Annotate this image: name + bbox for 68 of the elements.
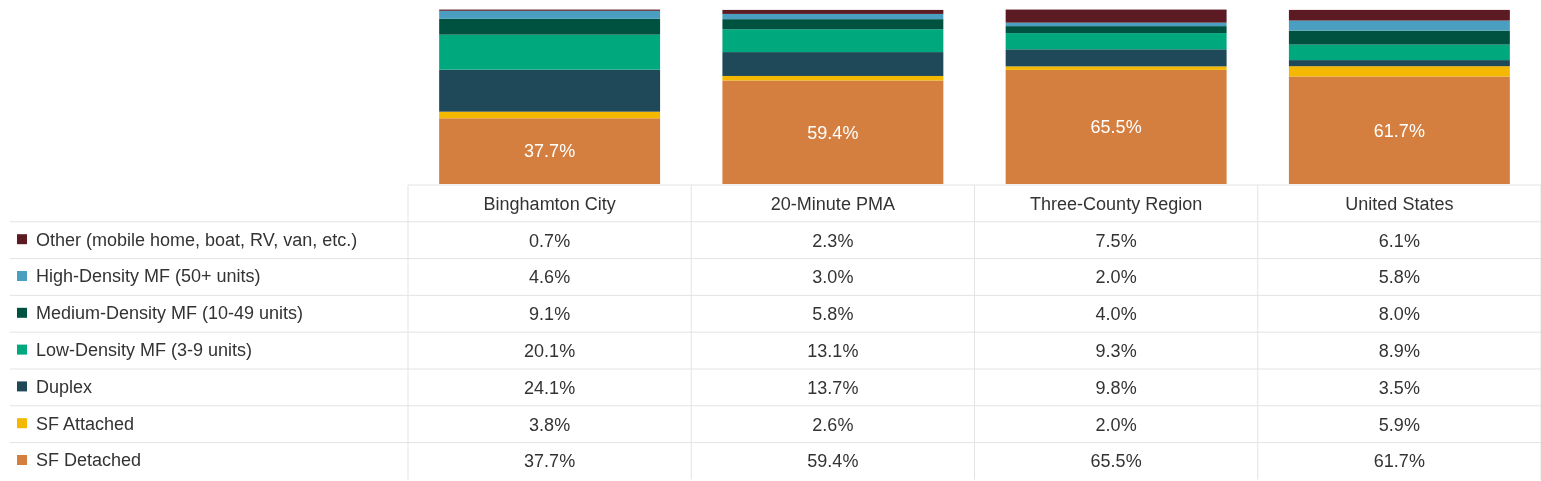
bar bbox=[722, 19, 944, 30]
bar bbox=[439, 69, 661, 112]
bar bbox=[439, 34, 661, 70]
data-label: 65.5% bbox=[1090, 451, 1142, 472]
data-label: 2.0% bbox=[1095, 267, 1137, 288]
bar bbox=[1005, 69, 1227, 184]
data-label: 5.9% bbox=[1378, 414, 1420, 435]
data-label: 6.1% bbox=[1378, 230, 1420, 251]
bar bbox=[1288, 44, 1510, 61]
data-label: 2.6% bbox=[812, 414, 854, 435]
data-label: 0.7% bbox=[529, 230, 571, 251]
bar bbox=[1005, 9, 1227, 23]
data-label: 37.7% bbox=[524, 451, 576, 472]
bar bbox=[1288, 60, 1510, 67]
bar bbox=[722, 13, 944, 20]
annotation: 59.4% bbox=[807, 122, 859, 143]
bar bbox=[1288, 9, 1510, 21]
data-label: 2.0% bbox=[1095, 414, 1137, 435]
bar bbox=[439, 18, 661, 35]
data-label: 8.0% bbox=[1378, 304, 1420, 325]
data-label: 9.3% bbox=[1095, 340, 1137, 361]
bar bbox=[1288, 20, 1510, 31]
bar bbox=[722, 29, 944, 53]
data-label: 24.1% bbox=[524, 377, 576, 398]
legend-label: SF Detached bbox=[36, 450, 142, 471]
data-label: 9.1% bbox=[529, 304, 571, 325]
data-label: 3.8% bbox=[529, 414, 571, 435]
legend-label: Low-Density MF (3-9 units) bbox=[36, 339, 253, 360]
bar bbox=[1005, 66, 1227, 70]
annotation: 37.7% bbox=[524, 141, 576, 162]
data-label: 4.6% bbox=[529, 267, 571, 288]
data-label: 5.8% bbox=[812, 304, 854, 325]
data-label: 13.7% bbox=[807, 377, 859, 398]
annotation: 61.7% bbox=[1373, 120, 1425, 141]
bar bbox=[439, 10, 661, 19]
data-label: 7.5% bbox=[1095, 230, 1137, 251]
bar bbox=[1005, 49, 1227, 67]
data-label: 3.0% bbox=[812, 267, 854, 288]
bar bbox=[1005, 33, 1227, 50]
data-label: 8.9% bbox=[1378, 340, 1420, 361]
bar bbox=[1288, 30, 1510, 45]
annotation: 65.5% bbox=[1090, 117, 1142, 138]
bar bbox=[1288, 76, 1510, 184]
data-label: 20.1% bbox=[524, 340, 576, 361]
data-label: 59.4% bbox=[807, 451, 859, 472]
x-tick-label: United States bbox=[1345, 193, 1454, 214]
bar bbox=[1288, 66, 1510, 77]
data-label: 5.8% bbox=[1378, 267, 1420, 288]
bar bbox=[722, 52, 944, 76]
data-label: 13.1% bbox=[807, 340, 859, 361]
x-tick-label: Three-County Region bbox=[1030, 193, 1203, 214]
bar bbox=[722, 80, 944, 184]
bar bbox=[1005, 26, 1227, 34]
legend-label: High-Density MF (50+ units) bbox=[36, 266, 261, 287]
legend-label: Duplex bbox=[36, 376, 93, 397]
x-tick-label: Binghamton City bbox=[483, 193, 616, 214]
x-tick-label: 20-Minute PMA bbox=[770, 193, 895, 214]
legend-label: SF Attached bbox=[36, 413, 135, 434]
data-label: 61.7% bbox=[1373, 451, 1425, 472]
data-label: 4.0% bbox=[1095, 304, 1137, 325]
bar bbox=[439, 118, 661, 184]
bar bbox=[439, 111, 661, 119]
legend-label: Other (mobile home, boat, RV, van, etc.) bbox=[36, 229, 358, 250]
data-label: 3.5% bbox=[1378, 377, 1420, 398]
bar bbox=[722, 9, 944, 14]
legend-label: Medium-Density MF (10-49 units) bbox=[36, 303, 304, 324]
data-label: 9.8% bbox=[1095, 377, 1137, 398]
data-label: 2.3% bbox=[812, 230, 854, 251]
